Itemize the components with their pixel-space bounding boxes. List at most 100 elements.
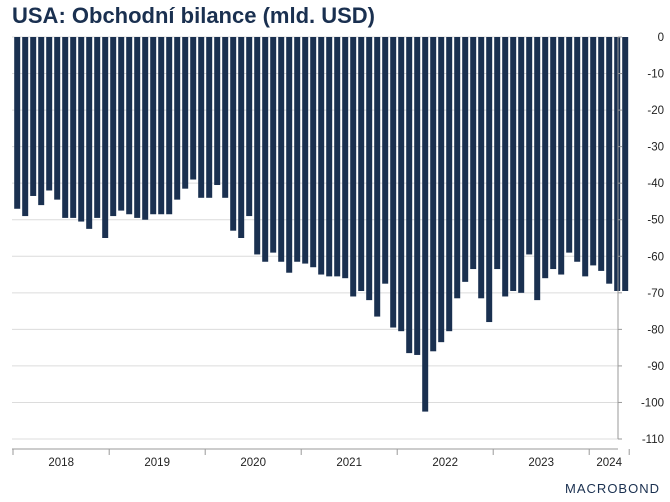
x-tick-label: 2022 — [432, 457, 458, 469]
bar — [286, 37, 293, 273]
bar — [14, 37, 21, 209]
bar — [278, 37, 285, 262]
y-tick-label: -60 — [647, 251, 664, 263]
bar — [134, 37, 141, 218]
x-tick-label: 2020 — [240, 457, 266, 469]
bar — [478, 37, 485, 299]
bar — [54, 37, 61, 200]
bar — [46, 37, 53, 191]
bar — [590, 37, 597, 266]
bar — [390, 37, 397, 328]
bar — [270, 37, 277, 253]
bar — [518, 37, 525, 293]
bar — [510, 37, 517, 291]
bar — [126, 37, 133, 215]
bar — [534, 37, 541, 301]
bar — [598, 37, 605, 271]
bar — [406, 37, 413, 354]
bar — [142, 37, 149, 220]
bar — [366, 37, 373, 301]
chart-title: USA: Obchodní bilance (mld. USD) — [12, 3, 376, 28]
bar — [614, 37, 621, 291]
bar — [102, 37, 109, 238]
y-tick-label: -70 — [647, 288, 664, 300]
bar — [374, 37, 381, 317]
bar — [414, 37, 421, 355]
y-axis: 0 -10 -20 -30 -40 -50 -60 -70 -80 -90 -100 -110 — [617, 32, 664, 446]
bar — [582, 37, 589, 277]
bar — [22, 37, 29, 217]
bar — [486, 37, 493, 323]
y-tick-label: -80 — [647, 324, 664, 336]
bar — [382, 37, 389, 284]
bar — [438, 37, 445, 343]
bar — [262, 37, 269, 262]
bar — [470, 37, 477, 270]
bar — [398, 37, 405, 332]
bar — [358, 37, 365, 291]
bar — [558, 37, 565, 275]
bar — [294, 37, 301, 262]
bar — [86, 37, 93, 229]
bar — [550, 37, 557, 270]
x-tick-label: 2021 — [336, 457, 362, 469]
y-tick-label: -90 — [647, 361, 664, 373]
bar — [246, 37, 253, 217]
bar — [342, 37, 349, 279]
bar — [494, 37, 501, 270]
bar — [422, 37, 429, 412]
bar — [182, 37, 189, 189]
bar — [30, 37, 37, 196]
bar — [78, 37, 85, 222]
bar-series — [14, 37, 629, 412]
bar — [526, 37, 533, 255]
y-tick-label: -110 — [642, 434, 664, 446]
bar — [502, 37, 509, 297]
bar — [62, 37, 69, 218]
bar — [566, 37, 573, 253]
bar — [430, 37, 437, 352]
bar — [158, 37, 165, 215]
y-tick-label: 0 — [658, 32, 664, 44]
y-tick-label: -20 — [647, 105, 664, 117]
bar — [238, 37, 245, 238]
y-tick-label: -30 — [647, 142, 664, 154]
bar — [318, 37, 325, 275]
x-tick-label: 2018 — [48, 457, 74, 469]
bar — [542, 37, 549, 279]
bar — [310, 37, 317, 268]
y-tick-label: -40 — [647, 178, 664, 190]
bar — [38, 37, 45, 206]
y-tick-label: -10 — [647, 69, 664, 81]
bar — [230, 37, 237, 231]
bar — [446, 37, 453, 332]
bar — [334, 37, 341, 277]
bar — [454, 37, 461, 299]
x-tick-label: 2019 — [144, 457, 170, 469]
x-tick-label: 2024 — [596, 457, 622, 469]
bar — [606, 37, 613, 284]
bar — [214, 37, 221, 186]
bar — [350, 37, 357, 297]
bar — [174, 37, 181, 200]
bar — [622, 37, 629, 291]
bar — [118, 37, 125, 211]
y-tick-label: -50 — [647, 215, 664, 227]
y-tick-label: -100 — [641, 397, 664, 409]
bar — [166, 37, 173, 215]
bar — [150, 37, 157, 215]
bar — [198, 37, 205, 198]
bar — [70, 37, 77, 218]
x-tick-label: 2023 — [528, 457, 554, 469]
bar — [462, 37, 469, 282]
bar — [190, 37, 197, 180]
brand-logo: MACROBOND — [565, 481, 660, 496]
bar — [574, 37, 581, 262]
bar — [326, 37, 333, 277]
bar — [254, 37, 261, 255]
bar — [110, 37, 117, 217]
bar — [302, 37, 309, 264]
x-axis: 2018 2019 2020 2021 2022 2023 2024 — [12, 448, 630, 469]
bar — [222, 37, 229, 198]
